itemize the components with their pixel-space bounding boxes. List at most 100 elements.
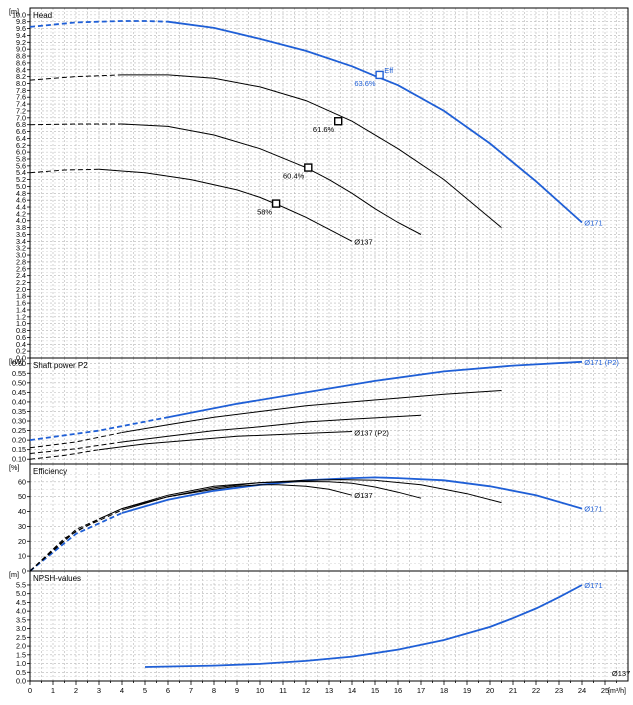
y-tick-label: 4.6 — [16, 196, 26, 205]
y-tick-label: 1.8 — [16, 292, 26, 301]
x-tick-label: 2 — [74, 686, 78, 695]
y-tick-label: 10 — [18, 552, 26, 561]
series-line — [121, 479, 502, 511]
curve-label: Ø171 — [584, 581, 602, 590]
y-tick-label: 2.6 — [16, 264, 26, 273]
duty-point-marker — [375, 70, 384, 80]
y-tick-label: 8.0 — [16, 79, 26, 88]
series-line — [122, 74, 502, 228]
y-tick-label: 0.5 — [16, 668, 26, 677]
y-tick-label: 5.5 — [16, 580, 26, 589]
efficiency-label: 58% — [257, 208, 272, 217]
y-tick-label: 0.55 — [12, 369, 26, 378]
x-tick-label: 7 — [189, 686, 193, 695]
y-tick-label: 0.10 — [12, 455, 26, 464]
y-tick-label: 0.0 — [16, 677, 26, 686]
curve-label: Ø171 — [584, 218, 602, 227]
x-tick-label: 4 — [120, 686, 124, 695]
y-tick-label: 0.45 — [12, 388, 26, 397]
y-tick-label: 6.4 — [16, 134, 26, 143]
series-line-dashed — [29, 20, 169, 28]
series-line — [98, 168, 353, 242]
y-tick-label: 30 — [18, 522, 26, 531]
y-tick-label: 1.4 — [16, 305, 26, 314]
y-tick-label: 7.2 — [16, 106, 26, 115]
y-tick-label: 6.0 — [16, 148, 26, 157]
series-line-dashed — [29, 168, 100, 174]
y-tick-label: 9.0 — [16, 45, 26, 54]
x-tick-label: 16 — [394, 686, 402, 695]
panel-title: Shaft power P2 — [33, 361, 88, 370]
x-tick-label: 10 — [256, 686, 264, 695]
y-tick-label: 1.2 — [16, 312, 26, 321]
y-tick-label: 7.8 — [16, 86, 26, 95]
unit-label: [m] — [9, 570, 19, 579]
y-tick-label: 4.8 — [16, 189, 26, 198]
x-tick-label: 8 — [212, 686, 216, 695]
y-tick-label: 3.2 — [16, 244, 26, 253]
duty-point-marker — [334, 117, 343, 126]
series-line-dashed — [29, 512, 123, 572]
y-tick-label: 3.8 — [16, 223, 26, 232]
panel-title: Efficiency — [33, 467, 67, 476]
y-tick-label: 4.2 — [16, 209, 26, 218]
y-tick-label: 40 — [18, 507, 26, 516]
series-line-dashed — [29, 518, 100, 572]
duty-point-marker — [271, 199, 281, 208]
y-tick-label: 3.0 — [16, 251, 26, 260]
y-tick-label: 5.4 — [16, 168, 26, 177]
y-tick-label: 0.2 — [16, 347, 26, 356]
panel-efficiency: 0 10 20 30 40 50 60 [%] Efficiency Ø171 Ø137 — [9, 463, 629, 576]
y-tick-label: 5.0 — [16, 182, 26, 191]
unit-label: [m] — [9, 7, 19, 16]
y-tick-label: 2.2 — [16, 278, 26, 287]
y-tick-label: 6.8 — [16, 120, 26, 129]
x-tick-label: 18 — [440, 686, 448, 695]
y-tick-label: 1.0 — [16, 659, 26, 668]
y-tick-label: 9.6 — [16, 24, 26, 33]
series-line-dashed — [29, 74, 123, 81]
series-line — [121, 123, 422, 235]
panel-head: 0.00.20.40.60.81.01.21.41.61.82.02.22.42… — [9, 7, 629, 363]
curve-label: Ø171 (P2) — [584, 358, 619, 367]
series-line-dashed — [29, 449, 100, 460]
y-tick-label: 5.6 — [16, 161, 26, 170]
y-tick-label: 0.15 — [12, 445, 26, 454]
y-tick-label: 0.40 — [12, 397, 26, 406]
y-tick-label: 2.0 — [16, 642, 26, 651]
x-tick-label: 24 — [578, 686, 586, 695]
y-tick-label: 1.6 — [16, 299, 26, 308]
y-tick-label: 60 — [18, 477, 26, 486]
curve-label: Ø171 — [584, 505, 602, 514]
panel-title: Head — [33, 11, 52, 20]
x-tick-label: 17 — [417, 686, 425, 695]
y-tick-label: 3.4 — [16, 237, 26, 246]
x-tick-label: 25 — [601, 686, 609, 695]
y-tick-label: 2.5 — [16, 633, 26, 642]
series-line — [98, 484, 353, 520]
y-tick-label: 0 — [22, 567, 26, 576]
x-tick-label: 6 — [166, 686, 170, 695]
y-tick-label: 0.35 — [12, 407, 26, 416]
y-tick-label: 9.8 — [16, 17, 26, 26]
y-tick-label: 6.6 — [16, 127, 26, 136]
y-tick-label: 8.4 — [16, 65, 26, 74]
series-line — [121, 414, 422, 443]
y-tick-label: 2.0 — [16, 285, 26, 294]
x-tick-label: 3 — [97, 686, 101, 695]
panel-npsh: 0.00.51.01.52.02.53.03.54.04.55.05.5[m] N… — [9, 570, 630, 695]
y-tick-label: 7.6 — [16, 93, 26, 102]
y-tick-label: 50 — [18, 492, 26, 501]
panel-power: 0.100.150.200.250.300.350.400.450.500.55… — [9, 357, 629, 465]
y-tick-label: 0.50 — [12, 378, 26, 387]
y-tick-label: 4.5 — [16, 598, 26, 607]
curve-label: Ø137 — [612, 669, 630, 678]
x-tick-label: 15 — [371, 686, 379, 695]
y-tick-label: 5.8 — [16, 154, 26, 163]
y-tick-label: 3.6 — [16, 230, 26, 239]
y-tick-label: 8.2 — [16, 72, 26, 81]
y-tick-label: 10.0 — [12, 10, 26, 19]
series-line — [167, 360, 583, 419]
curve-label: Ø137 — [354, 237, 372, 246]
y-tick-label: 0.30 — [12, 417, 26, 426]
